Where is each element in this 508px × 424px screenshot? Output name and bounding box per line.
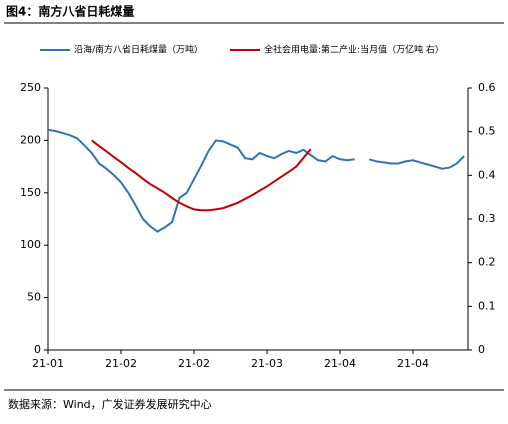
y-tick-label: 200 [20,133,41,146]
legend-label: 全社会用电量:第二产业:当月值（万亿吨 右） [264,44,444,56]
series-line [91,139,312,212]
y-tick-label: 0 [34,343,41,356]
chart-title: 图4：南方八省日耗煤量 [6,4,134,19]
series-line [47,128,465,233]
x-tick-label: 21-02 [105,357,137,370]
x-tick-label: 21-03 [251,357,283,370]
y-tick-label: 150 [20,186,41,199]
x-tick-label: 21-01 [32,357,64,370]
y2-tick-label: 0.5 [478,125,496,138]
legend-label: 沿海/南方八省日耗煤量（万吨） [74,44,203,56]
y2-tick-label: 0.6 [478,81,496,94]
x-tick-label: 21-04 [324,357,356,370]
y2-tick-label: 0 [478,343,485,356]
y2-tick-label: 0.4 [478,168,496,181]
y-tick-label: 100 [20,238,41,251]
source: 数据来源：Wind，广发证券发展研究中心 [8,397,212,411]
y2-tick-label: 0.2 [478,256,496,269]
y2-tick-label: 0.1 [478,299,496,312]
y2-tick-label: 0.3 [478,212,496,225]
x-tick-label: 21-02 [178,357,210,370]
x-tick-label: 21-04 [397,357,429,370]
y-tick-label: 50 [27,291,41,304]
y-tick-label: 250 [20,81,41,94]
